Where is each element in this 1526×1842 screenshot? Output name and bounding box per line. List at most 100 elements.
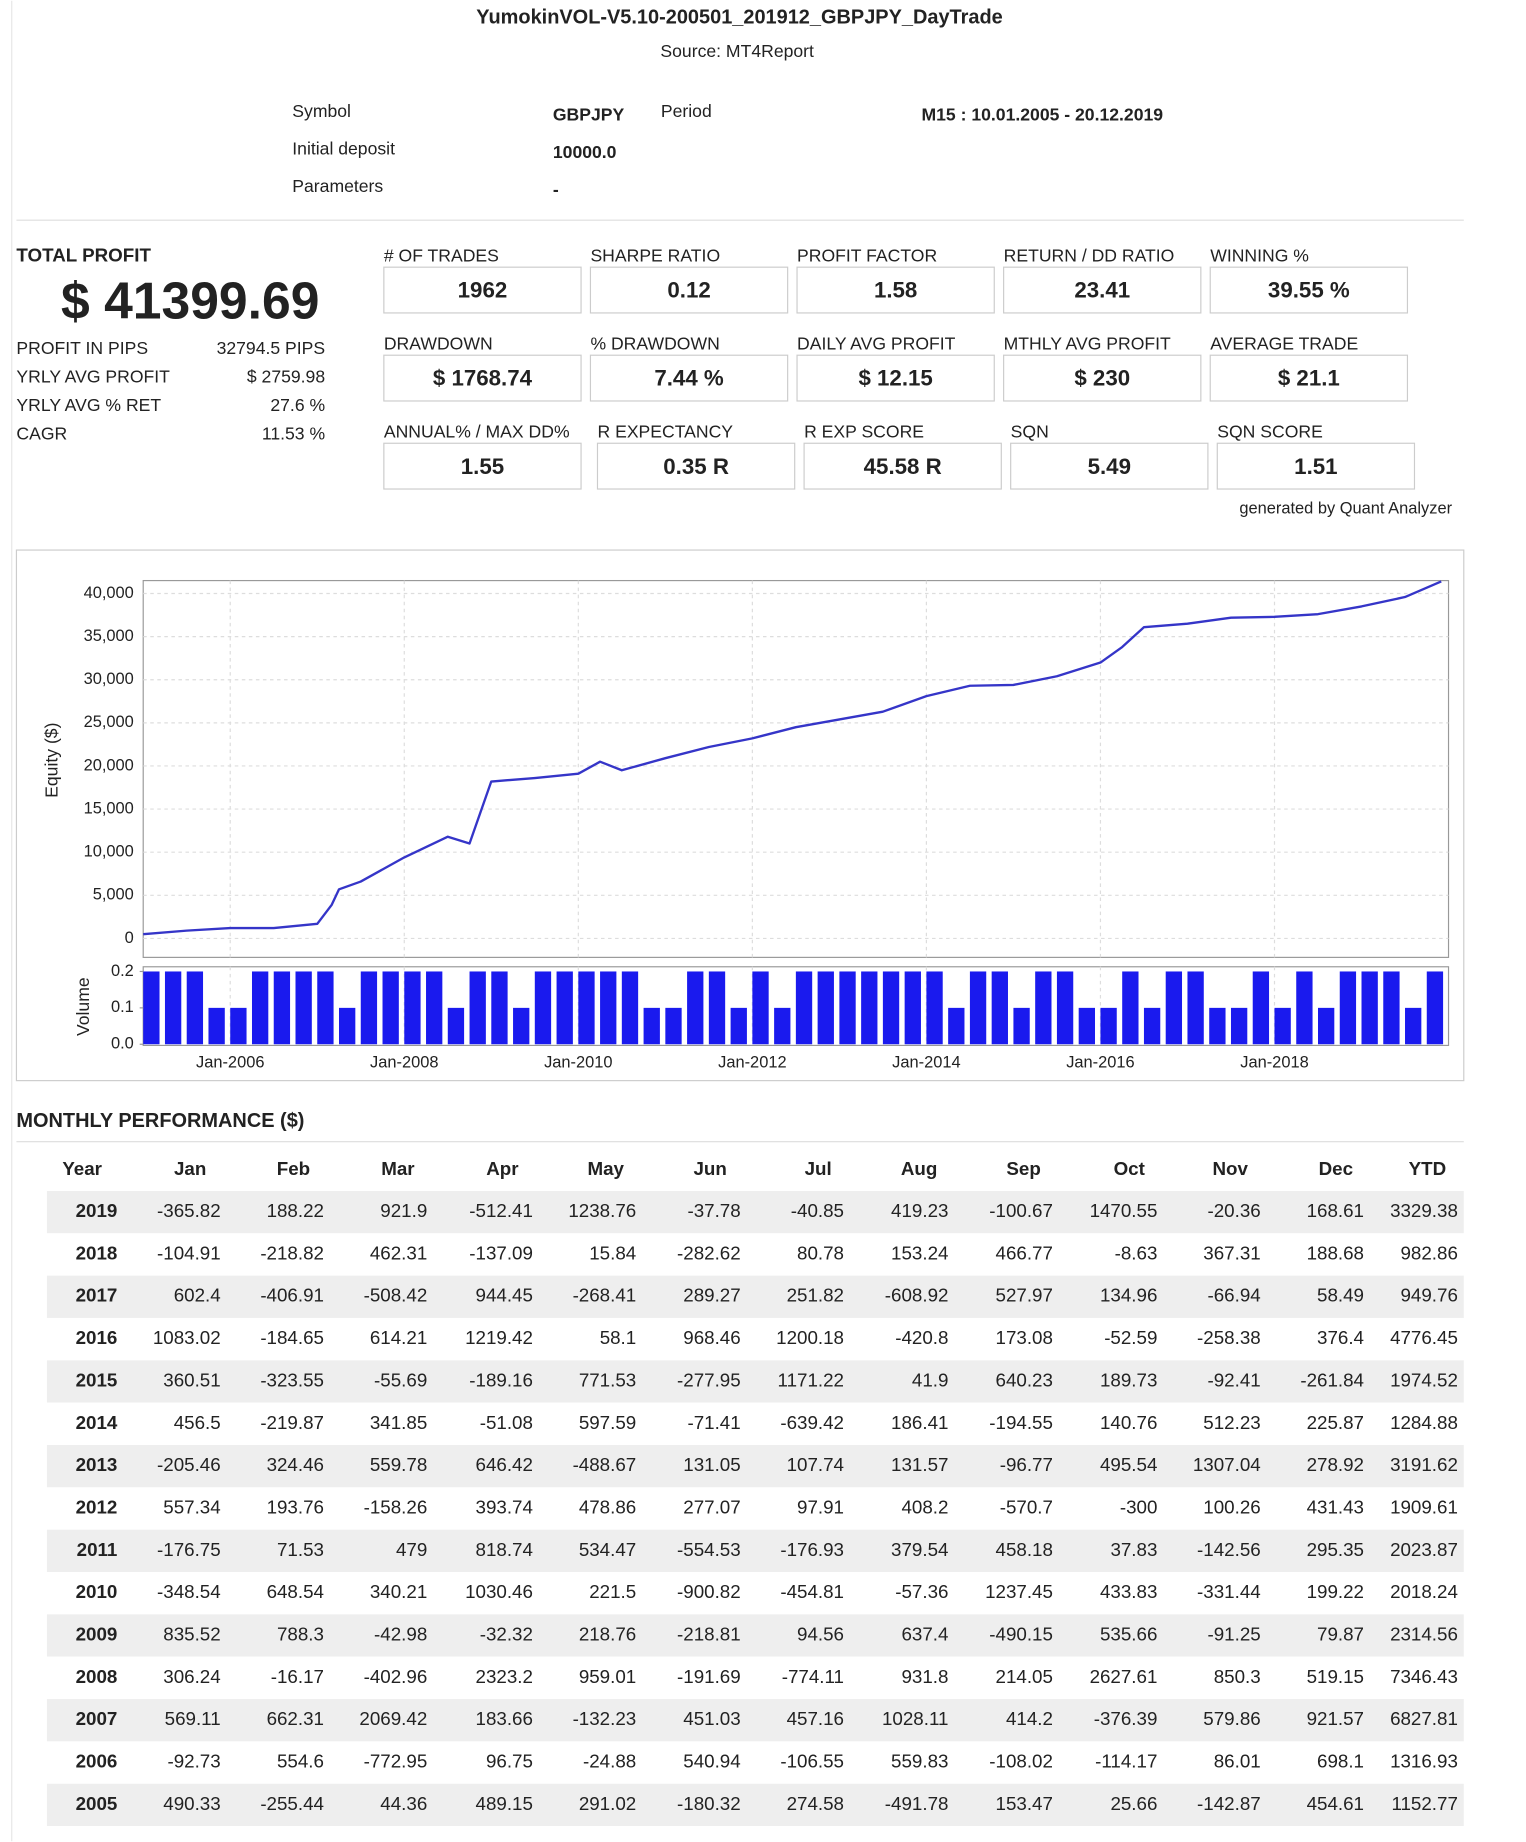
value-cell: -100.67 (989, 1200, 1053, 1221)
value-cell: -282.62 (677, 1242, 741, 1263)
value-cell: 968.46 (683, 1327, 740, 1348)
table-row (46, 1741, 1464, 1784)
generated-by: generated by Quant Analyzer (1239, 499, 1452, 517)
metric-value: 1.51 (1294, 454, 1337, 479)
value-cell: 579.86 (1203, 1708, 1260, 1729)
metric-box (796, 354, 995, 402)
value-cell: 134.96 (1100, 1285, 1157, 1306)
equity-line (143, 580, 1442, 936)
metric-value: $ 12.15 (858, 366, 932, 391)
value-cell: -71.41 (687, 1412, 740, 1433)
value-cell: 1307.04 (1193, 1454, 1261, 1475)
y-tick-label: 40,000 (84, 584, 134, 602)
volume-bar (621, 971, 639, 1045)
volume-bar (208, 1007, 225, 1045)
value-cell: 183.66 (476, 1708, 533, 1729)
volume-bar (708, 971, 726, 1045)
value-cell: 835.52 (163, 1623, 220, 1644)
value-cell: 850.3 (1214, 1666, 1261, 1687)
metric-box (1209, 354, 1409, 402)
x-tick-label: Jan-2014 (892, 1053, 960, 1071)
column-header: Aug (901, 1158, 937, 1179)
y-tick-label: 0.0 (111, 1035, 134, 1053)
metric-label: AVERAGE TRADE (1210, 333, 1358, 353)
value-cell: -114.17 (1095, 1750, 1157, 1771)
y-tick-label: 20,000 (84, 756, 134, 774)
metric-value: 23.41 (1074, 278, 1130, 303)
volume-bar (426, 971, 443, 1045)
value-cell: -365.82 (157, 1200, 221, 1221)
value-cell: 614.21 (370, 1327, 427, 1348)
value-cell: -554.53 (677, 1539, 741, 1560)
volume-bar (295, 971, 312, 1045)
volume-bar (1383, 971, 1400, 1045)
value-cell: -420.8 (895, 1327, 948, 1348)
year-cell: 2008 (76, 1666, 118, 1687)
value-cell: 306.24 (163, 1666, 220, 1687)
value-cell: 489.15 (476, 1793, 533, 1814)
value-cell: 360.51 (163, 1369, 220, 1390)
table-row (46, 1275, 1464, 1318)
value-cell: -402.96 (364, 1666, 428, 1687)
value-cell: -194.55 (989, 1412, 1053, 1433)
metric-label: % DRAWDOWN (590, 333, 719, 353)
metric-value: $ 21.1 (1278, 366, 1340, 391)
value-cell: 131.57 (891, 1454, 948, 1475)
value-cell: -180.32 (677, 1793, 741, 1814)
value-cell: -176.93 (780, 1539, 844, 1560)
value-cell: -96.77 (1000, 1454, 1053, 1475)
value-cell: 199.22 (1307, 1581, 1364, 1602)
year-cell: 2006 (76, 1750, 118, 1771)
value-cell: 379.54 (891, 1539, 948, 1560)
value-cell: 818.74 (476, 1539, 533, 1560)
volume-bar (1078, 1007, 1096, 1045)
volume-bar (251, 971, 269, 1045)
table-row (46, 1699, 1464, 1742)
value-cell: 540.94 (683, 1750, 740, 1771)
value-cell: 6827.81 (1390, 1708, 1458, 1729)
year-cell: 2012 (76, 1496, 118, 1517)
value-cell: 466.77 (996, 1242, 1053, 1263)
metric-value: 0.35 R (663, 454, 729, 479)
value-cell: 71.53 (277, 1539, 324, 1560)
volume-bar (1122, 971, 1139, 1045)
volume-bar (1361, 971, 1378, 1045)
year-cell: 2015 (76, 1369, 118, 1390)
value-cell: 456.5 (174, 1412, 221, 1433)
value-cell: -52.59 (1104, 1327, 1157, 1348)
value-cell: 949.76 (1401, 1285, 1458, 1306)
value-cell: -774.11 (782, 1666, 844, 1687)
value-cell: 218.76 (579, 1623, 636, 1644)
y-axis-label: Volume (73, 977, 93, 1036)
volume-bar (948, 1007, 965, 1045)
value-cell: 3191.62 (1390, 1454, 1458, 1475)
volume-bar (1405, 1007, 1422, 1045)
value-cell: 289.27 (683, 1285, 740, 1306)
value-cell: -142.56 (1197, 1539, 1261, 1560)
column-header: Year (62, 1158, 102, 1179)
value-cell: 340.21 (370, 1581, 427, 1602)
value-cell: 982.86 (1401, 1242, 1458, 1263)
value-cell: 96.75 (486, 1750, 533, 1771)
column-header: Apr (486, 1158, 519, 1179)
metric-box (589, 266, 789, 314)
value-cell: 527.97 (996, 1285, 1053, 1306)
value-cell: -92.73 (167, 1750, 220, 1771)
value-cell: 458.18 (996, 1539, 1053, 1560)
value-cell: 921.57 (1307, 1708, 1364, 1729)
value-cell: -40.85 (791, 1200, 844, 1221)
value-cell: 2018.24 (1390, 1581, 1458, 1602)
year-cell: 2017 (76, 1285, 118, 1306)
value-cell: -191.69 (677, 1666, 741, 1687)
column-header: May (587, 1158, 624, 1179)
value-cell: -184.65 (260, 1327, 324, 1348)
value-cell: 646.42 (476, 1454, 533, 1475)
table-row (46, 1656, 1464, 1699)
title: YumokinVOL-V5.10-200501_201912_GBPJPY_Da… (476, 7, 1002, 29)
metric-label: RETURN / DD RATIO (1004, 245, 1175, 265)
value-cell: 408.2 (901, 1496, 948, 1517)
value-cell: 193.76 (267, 1496, 324, 1517)
value-cell: -488.67 (573, 1454, 637, 1475)
value-cell: -189.16 (469, 1369, 533, 1390)
info-label: Initial deposit (292, 138, 395, 158)
